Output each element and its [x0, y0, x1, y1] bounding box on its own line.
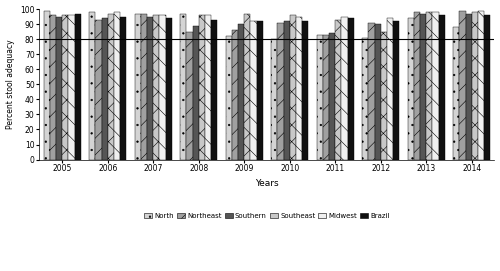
Bar [74, 14, 80, 160]
Bar [50, 15, 56, 160]
Bar [408, 18, 414, 160]
Bar [180, 14, 186, 160]
Bar [284, 21, 290, 160]
Bar [432, 12, 438, 160]
Bar [296, 17, 302, 160]
Bar [335, 20, 342, 160]
Bar [323, 35, 329, 160]
Bar [102, 18, 107, 160]
Bar [205, 15, 211, 160]
Bar [147, 17, 153, 160]
Bar [211, 20, 217, 160]
Bar [160, 15, 166, 160]
Bar [134, 14, 141, 160]
Bar [420, 14, 426, 160]
Bar [460, 11, 466, 160]
Bar [114, 12, 120, 160]
X-axis label: Years: Years [255, 179, 279, 188]
Bar [68, 15, 74, 160]
Bar [342, 17, 347, 160]
Bar [393, 21, 399, 160]
Bar [414, 12, 420, 160]
Bar [374, 24, 380, 160]
Bar [426, 12, 432, 160]
Bar [362, 38, 368, 160]
Bar [96, 20, 102, 160]
Bar [290, 15, 296, 160]
Bar [478, 11, 484, 160]
Bar [186, 32, 192, 160]
Bar [438, 15, 444, 160]
Bar [56, 17, 62, 160]
Bar [278, 22, 283, 160]
Bar [453, 27, 460, 160]
Bar [368, 22, 374, 160]
Bar [141, 14, 147, 160]
Legend: North, Northeast, Southern, Southeast, Midwest, Brazil: North, Northeast, Southern, Southeast, M… [144, 213, 390, 219]
Bar [302, 21, 308, 160]
Bar [244, 14, 250, 160]
Bar [316, 35, 323, 160]
Bar [380, 32, 387, 160]
Bar [192, 26, 198, 160]
Y-axis label: Percent stool adequacy: Percent stool adequacy [6, 40, 15, 129]
Bar [232, 30, 238, 160]
Bar [250, 21, 256, 160]
Bar [166, 18, 172, 160]
Bar [484, 15, 490, 160]
Bar [62, 15, 68, 160]
Bar [226, 36, 232, 160]
Bar [256, 21, 262, 160]
Bar [329, 33, 335, 160]
Bar [120, 17, 126, 160]
Bar [472, 12, 478, 160]
Bar [271, 39, 278, 160]
Bar [108, 14, 114, 160]
Bar [198, 15, 205, 160]
Bar [238, 24, 244, 160]
Bar [153, 15, 160, 160]
Bar [44, 11, 50, 160]
Bar [387, 18, 393, 160]
Bar [89, 12, 96, 160]
Bar [348, 18, 354, 160]
Bar [466, 14, 471, 160]
